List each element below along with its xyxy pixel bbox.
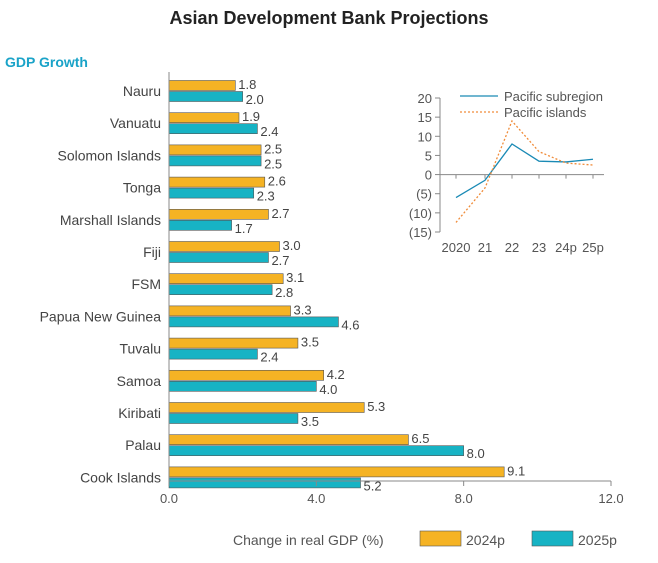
inset-x-tick-label: 23	[532, 240, 546, 255]
category-label-fsm: FSM	[131, 276, 161, 292]
x-tick-label: 4.0	[307, 491, 325, 506]
bar-2024p-fsm	[168, 273, 284, 285]
value-label-2024p-fiji: 3.0	[283, 238, 301, 253]
legend-label-2024p: 2024p	[466, 532, 505, 548]
value-label-2025p-cook-islands: 5.2	[364, 478, 382, 493]
category-label-cook-islands: Cook Islands	[80, 469, 161, 485]
value-label-2024p-fsm: 3.1	[286, 270, 304, 285]
category-label-nauru: Nauru	[123, 83, 161, 99]
inset-y-tick-label: (15)	[409, 225, 432, 240]
bar-2025p-tonga	[168, 187, 255, 199]
value-label-2024p-papua-new-guinea: 3.3	[294, 302, 312, 317]
value-label-2025p-palau: 8.0	[467, 446, 485, 461]
value-label-2025p-marshall-islands: 1.7	[235, 221, 253, 236]
bar-2024p-vanuatu	[168, 112, 240, 123]
bar-2025p-fiji	[168, 252, 269, 263]
value-label-2025p-vanuatu: 2.4	[260, 124, 278, 139]
value-label-2025p-solomon-islands: 2.5	[264, 156, 282, 171]
chart-title: Asian Development Bank Projections	[169, 8, 489, 28]
value-label-2025p-tonga: 2.3	[257, 189, 275, 204]
value-label-2025p-fsm: 2.8	[275, 285, 293, 300]
bar-2024p-tuvalu	[168, 337, 299, 349]
inset-y-tick-label: 15	[418, 110, 432, 125]
bar-2024p-fiji	[168, 241, 280, 252]
category-label-solomon-islands: Solomon Islands	[57, 147, 161, 163]
section-label: GDP Growth	[5, 54, 88, 70]
legend: Change in real GDP (%) 2024p 2025p	[233, 530, 617, 548]
inset-x-tick-label: 2020	[442, 240, 471, 255]
bar-2025p-samoa	[168, 380, 317, 392]
bar-2024p-solomon-islands	[168, 144, 262, 156]
bar-2025p-solomon-islands	[168, 155, 262, 167]
bar-2024p-cook-islands	[168, 466, 505, 478]
x-tick-label: 8.0	[455, 491, 473, 506]
legend-swatch-2025p	[531, 530, 574, 547]
category-label-fiji: Fiji	[143, 244, 161, 260]
bar-2025p-cook-islands	[168, 477, 361, 489]
bar-2024p-samoa	[168, 369, 324, 381]
inset-legend-label-pacific-islands: Pacific islands	[504, 105, 587, 120]
category-label-samoa: Samoa	[117, 373, 162, 389]
inset-legend-label-pacific-subregion: Pacific subregion	[504, 89, 603, 104]
category-label-vanuatu: Vanuatu	[110, 115, 161, 131]
inset-x-tick-label: 21	[478, 240, 492, 255]
x-axis: 0.0 4.0 8.0 12.0	[160, 72, 624, 506]
category-label-papua-new-guinea: Papua New Guinea	[40, 308, 162, 324]
value-label-2025p-papua-new-guinea: 4.6	[341, 317, 359, 332]
inset-line-pacific-subregion	[455, 143, 594, 199]
value-label-2024p-nauru: 1.8	[238, 77, 256, 92]
inset-y-tick-label: 10	[418, 129, 432, 144]
value-label-2024p-samoa: 4.2	[327, 367, 345, 382]
bar-2025p-tuvalu	[168, 348, 258, 360]
value-label-2025p-kiribati: 3.5	[301, 414, 319, 429]
value-label-2024p-tuvalu: 3.5	[301, 335, 319, 350]
category-label-kiribati: Kiribati	[118, 405, 161, 421]
bar-2025p-papua-new-guinea	[168, 316, 339, 328]
value-label-2024p-tonga: 2.6	[268, 174, 286, 189]
value-label-2024p-palau: 6.5	[411, 431, 429, 446]
inset-line-chart: 20 15 10 5 0 (5) (10) (15) 2020 21 22 23 24p 25p Pacif…	[409, 89, 604, 255]
value-label-2024p-vanuatu: 1.9	[242, 109, 260, 124]
value-label-2024p-kiribati: 5.3	[367, 399, 385, 414]
category-label-tuvalu: Tuvalu	[119, 341, 161, 357]
legend-label-2025p: 2025p	[578, 532, 617, 548]
bar-2025p-nauru	[168, 91, 243, 102]
inset-y-tick-label: 0	[425, 168, 432, 183]
inset-y-tick-label: 5	[425, 148, 432, 163]
inset-y-tick-label: (5)	[416, 187, 432, 202]
inset-line-pacific-islands	[455, 119, 594, 223]
bar-2024p-kiribati	[168, 402, 365, 413]
value-label-2025p-tuvalu: 2.4	[260, 350, 278, 365]
inset-x-tick-label: 22	[505, 240, 519, 255]
category-label-palau: Palau	[125, 437, 161, 453]
x-axis-label: Change in real GDP (%)	[233, 532, 384, 548]
inset-y-tick-label: 20	[418, 91, 432, 106]
category-label-marshall-islands: Marshall Islands	[60, 212, 161, 228]
bar-2024p-tonga	[168, 176, 266, 188]
bar-2025p-kiribati	[168, 413, 299, 424]
bar-2025p-marshall-islands	[168, 220, 232, 231]
x-tick-label: 12.0	[598, 491, 623, 506]
bar-2024p-marshall-islands	[168, 209, 269, 220]
value-label-2024p-cook-islands: 9.1	[507, 463, 525, 478]
value-label-2025p-samoa: 4.0	[319, 382, 337, 397]
bar-2025p-palau	[168, 445, 464, 457]
value-label-2025p-fiji: 2.7	[271, 253, 289, 268]
inset-x-tick-label: 24p	[555, 240, 577, 255]
bar-2024p-nauru	[168, 80, 236, 91]
inset-x-tick-label: 25p	[582, 240, 604, 255]
x-tick-label: 0.0	[160, 491, 178, 506]
bar-2024p-papua-new-guinea	[168, 305, 291, 317]
value-label-2025p-nauru: 2.0	[246, 92, 264, 107]
inset-y-tick-label: (10)	[409, 206, 432, 221]
value-label-2024p-marshall-islands: 2.7	[271, 206, 289, 221]
bar-2025p-fsm	[168, 284, 273, 296]
bar-2024p-palau	[168, 434, 409, 446]
legend-swatch-2024p	[419, 530, 462, 547]
value-label-2024p-solomon-islands: 2.5	[264, 141, 282, 156]
bar-2025p-vanuatu	[168, 123, 258, 134]
category-label-tonga: Tonga	[123, 180, 161, 196]
